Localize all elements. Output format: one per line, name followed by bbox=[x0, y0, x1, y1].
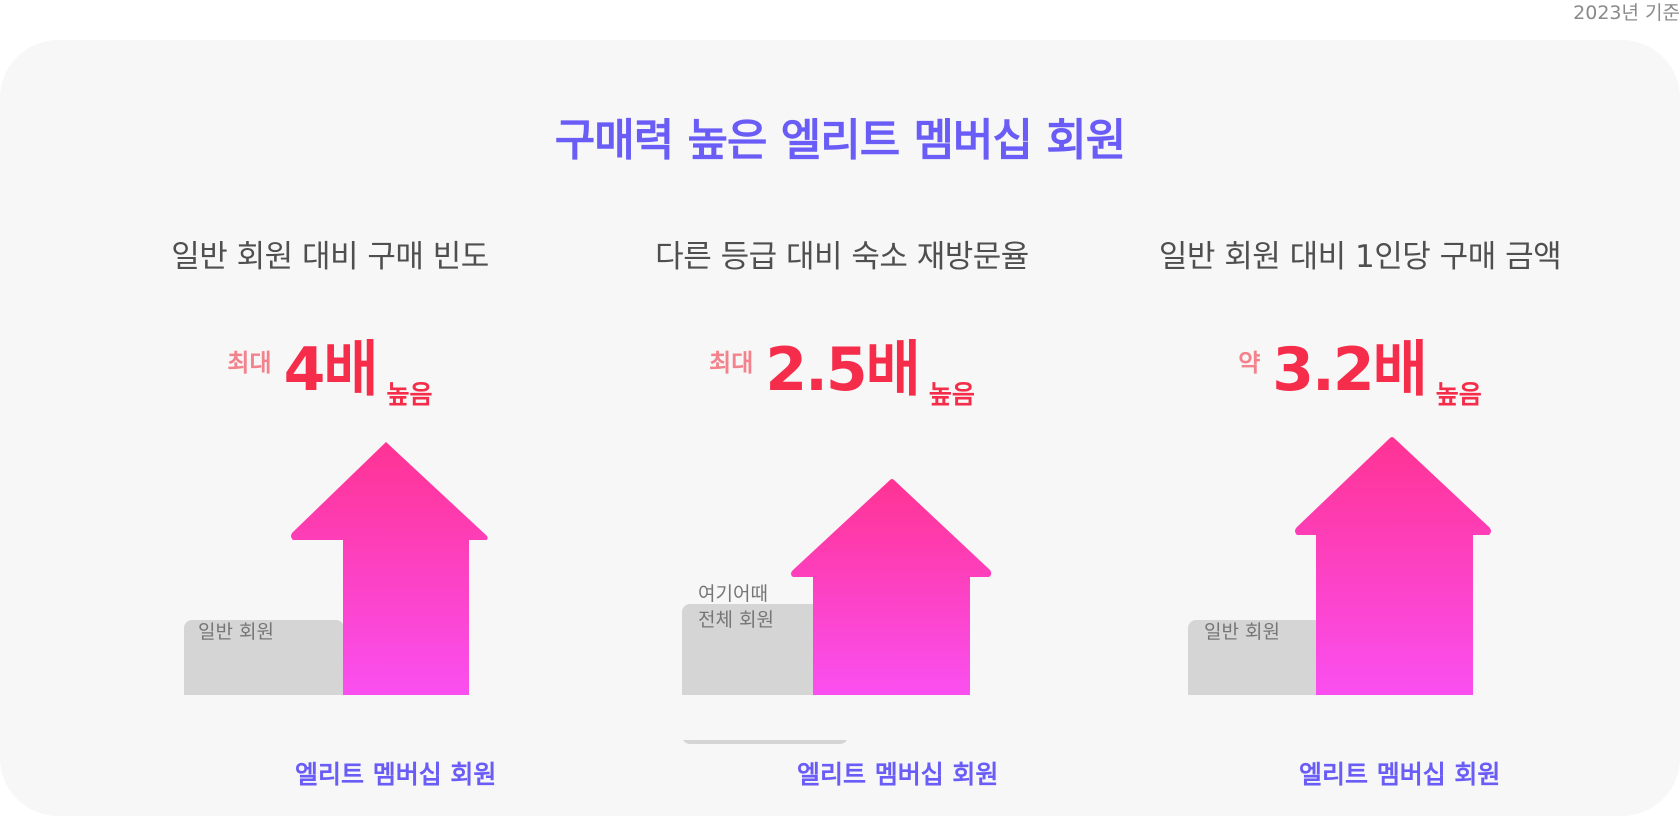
stat-suffix: 높음 bbox=[928, 380, 975, 409]
elite-arrow-icon bbox=[1295, 437, 1491, 695]
elite-member-label: 엘리트 멤버십 회원 bbox=[295, 760, 497, 789]
panel-title: 일반 회원 대비 구매 빈도 bbox=[171, 239, 489, 275]
panel-title: 다른 등급 대비 숙소 재방문율 bbox=[655, 239, 1029, 275]
stat-suffix: 높음 bbox=[1435, 380, 1482, 409]
stat-value: 3.2배 bbox=[1272, 335, 1427, 405]
elite-member-label: 엘리트 멤버십 회원 bbox=[1299, 760, 1501, 789]
stat-panel-purchase-frequency: 일반 회원 대비 구매 빈도 최대 4배 높음 일반 회원 엘리트 멤버십 회원 bbox=[50, 235, 610, 795]
stat-prefix: 최대 bbox=[227, 349, 272, 377]
elite-membership-card: 구매력 높은 엘리트 멤버십 회원 일반 회원 대비 구매 빈도 최대 4배 높음 … bbox=[0, 40, 1680, 816]
stat-prefix: 약 bbox=[1238, 349, 1261, 377]
base-member-label: 일반 회원 bbox=[1204, 621, 1280, 643]
comparison-graphic bbox=[184, 442, 488, 740]
comparison-graphic bbox=[682, 479, 992, 744]
stat-value: 2.5배 bbox=[765, 335, 920, 405]
base-member-label: 일반 회원 bbox=[198, 621, 274, 643]
stat-prefix: 최대 bbox=[709, 349, 754, 377]
date-note: 2023년 기준 bbox=[1573, 2, 1680, 24]
stat-line: 최대 4배 높음 bbox=[50, 335, 610, 415]
stat-value: 4배 bbox=[283, 335, 379, 405]
elite-arrow-icon bbox=[791, 479, 992, 695]
panel-title: 일반 회원 대비 1인당 구매 금액 bbox=[1158, 239, 1562, 275]
base-member-label: 여기어때 전체 회원 bbox=[698, 583, 774, 631]
elite-member-label: 엘리트 멤버십 회원 bbox=[797, 760, 999, 789]
comparison-graphic bbox=[1188, 437, 1491, 740]
headline: 구매력 높은 엘리트 멤버십 회원 bbox=[542, 112, 1138, 172]
stat-suffix: 높음 bbox=[386, 380, 433, 409]
elite-arrow-icon bbox=[291, 442, 488, 695]
